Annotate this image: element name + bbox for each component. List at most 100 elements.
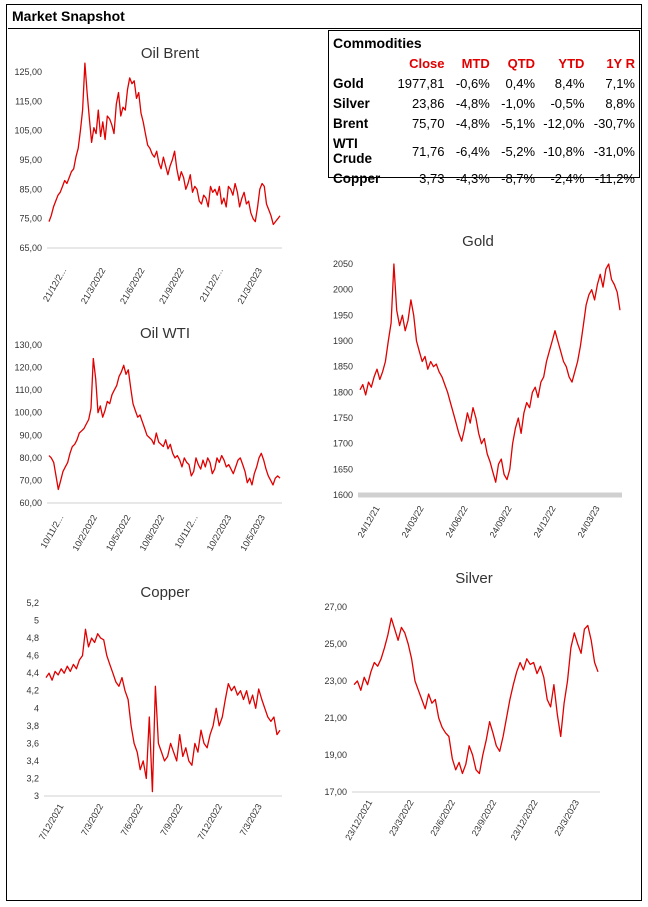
commodity-qtd: -5,2% <box>501 143 536 159</box>
gold-chart: Gold 1600 1650 1700 1750 1800 1850 1900 1950 2000… <box>333 233 622 539</box>
copper-y-tick-label: 3 <box>34 791 39 801</box>
brent-x-tick-label: 21/3/2023 <box>235 266 264 306</box>
wti-x-tick-label: 10/11/2... <box>173 513 200 550</box>
copper-chart: Copper 3 3,2 3,4 3,6 3,8 4 4,2 4,4 4,6 4,8 5 5,2 7/12… <box>26 584 282 842</box>
commodity-row-wti: WTI Crude 71,76 -6,4% -5,2% -10,8% -31,0… <box>331 134 639 169</box>
brent-y-tick-label: 105,00 <box>14 126 42 136</box>
commodity-qtd: -1,0% <box>501 96 536 111</box>
header-mtd: MTD <box>461 56 490 71</box>
silver-y-tick-label: 17,00 <box>324 787 347 797</box>
wti-x-tick-label: 10/2/2022 <box>70 513 99 553</box>
commodity-mtd: -4,8% <box>455 96 490 111</box>
copper-x-tick-label: 7/9/2022 <box>158 802 184 837</box>
silver-y-tick-label: 25,00 <box>324 639 347 649</box>
gold-x-tick-label: 24/12/21 <box>356 504 382 539</box>
commodity-name: WTI Crude <box>333 136 373 166</box>
commodity-close: 3,73 <box>419 171 445 186</box>
brent-chart: Oil Brent 65,00 75,00 85,00 95,00 105,00 115,0… <box>14 45 282 306</box>
gold-y-tick-label: 2050 <box>333 259 353 269</box>
brent-y-tick-label: 65,00 <box>19 243 42 253</box>
commodity-1y-r: 8,8% <box>605 96 635 111</box>
wti-y-tick-label: 110,00 <box>15 385 42 395</box>
brent-y-tick-label: 125,00 <box>14 67 42 77</box>
header-qtd: QTD <box>507 56 536 71</box>
gold-y-tick-label: 1650 <box>333 464 353 474</box>
silver-x-tick-label: 23/6/2022 <box>428 798 457 838</box>
commodity-name: Gold <box>333 76 364 91</box>
commodities-table: Close MTD QTD YTD 1Y R Gold 1977,81 -0,6… <box>331 55 639 189</box>
copper-x-tick-label: 7/12/2021 <box>37 802 66 842</box>
silver-y-tick-label: 19,00 <box>324 750 347 760</box>
wti-y-tick-label: 70,00 <box>19 475 42 485</box>
copper-y-tick-label: 3,8 <box>26 721 39 731</box>
page-title: Market Snapshot <box>12 8 125 24</box>
brent-x-tick-label: 21/9/2022 <box>157 266 186 306</box>
commodity-mtd: -4,3% <box>455 171 490 186</box>
gold-y-tick-label: 1850 <box>333 362 353 372</box>
silver-y-tick-label: 27,00 <box>324 602 347 612</box>
brent-series-line <box>48 62 281 226</box>
gold-x-tick-label: 24/12/22 <box>532 504 558 539</box>
gold-y-tick-label: 2000 <box>333 285 353 295</box>
silver-chart: Silver 17,00 19,00 21,00 23,00 25,00 27,00 23/1… <box>324 570 600 842</box>
commodity-row-gold: Gold 1977,81 -0,6% 0,4% 8,4% 7,1% <box>331 74 639 94</box>
commodity-close: 23,86 <box>411 96 445 111</box>
copper-x-tick-label: 7/6/2022 <box>119 802 145 837</box>
silver-x-tick-label: 23/9/2022 <box>470 798 499 838</box>
gold-y-tick-label: 1900 <box>333 336 353 346</box>
wti-x-tick-label: 10/5/2022 <box>104 513 133 553</box>
commodities-table-panel: Commodities Close MTD QTD YTD 1Y R Gold … <box>328 30 640 186</box>
wti-x-tick-label: 10/8/2022 <box>138 513 167 553</box>
silver-series-line <box>353 617 599 775</box>
commodity-row-copper: Copper 3,73 -4,3% -8,7% -2,4% -11,2% <box>331 169 639 189</box>
commodity-1y-r: 7,1% <box>605 76 635 91</box>
commodity-qtd: -5,1% <box>501 116 536 131</box>
commodity-ytd: -0,5% <box>550 96 585 111</box>
copper-x-tick-label: 7/3/2022 <box>79 802 105 837</box>
commodity-row-brent: Brent 75,70 -4,8% -5,1% -12,0% -30,7% <box>331 114 639 134</box>
wti-y-tick-label: 100,00 <box>14 408 42 418</box>
silver-x-tick-label: 23/3/2022 <box>387 798 416 838</box>
wti-y-tick-label: 60,00 <box>19 498 42 508</box>
title-divider <box>8 28 642 29</box>
copper-y-tick-label: 5 <box>34 616 39 626</box>
copper-y-tick-label: 5,2 <box>26 598 39 608</box>
gold-y-tick-label: 1750 <box>333 413 353 423</box>
commodity-1y-r: -30,7% <box>593 116 635 131</box>
brent-x-tick-label: 21/6/2022 <box>118 266 147 306</box>
wti-y-tick-label: 80,00 <box>19 453 42 463</box>
header-ytd: YTD <box>558 56 585 71</box>
copper-y-tick-label: 4,2 <box>26 686 39 696</box>
silver-y-tick-label: 21,00 <box>324 713 347 723</box>
copper-y-tick-label: 4,8 <box>26 633 39 643</box>
commodity-ytd: -10,8% <box>543 143 585 159</box>
commodity-qtd: -8,7% <box>501 171 536 186</box>
brent-y-tick-label: 115,00 <box>15 96 42 106</box>
wti-chart-title: Oil WTI <box>140 325 190 342</box>
commodity-mtd: -6,4% <box>455 143 490 159</box>
header-close: Close <box>409 56 445 71</box>
commodity-mtd: -0,6% <box>455 76 490 91</box>
silver-x-tick-label: 23/12/2021 <box>343 798 374 842</box>
gold-y-tick-label: 1800 <box>333 387 353 397</box>
copper-y-tick-label: 3,6 <box>26 738 39 748</box>
silver-x-tick-label: 23/12/2022 <box>509 798 540 842</box>
wti-chart: Oil WTI 60,00 70,00 80,00 90,00 100,00 110,00 1… <box>14 325 282 553</box>
brent-x-tick-label: 21/3/2022 <box>79 266 108 306</box>
commodity-name: Brent <box>333 116 369 131</box>
copper-chart-title: Copper <box>140 584 189 601</box>
silver-y-tick-label: 23,00 <box>324 676 347 686</box>
wti-x-tick-label: 10/5/2023 <box>238 513 267 553</box>
commodity-close: 75,70 <box>411 116 445 131</box>
commodities-title: Commodities <box>333 35 422 51</box>
commodity-qtd: 0,4% <box>505 76 536 91</box>
wti-x-tick-label: 10/2/2023 <box>205 513 234 553</box>
wti-y-tick-label: 90,00 <box>19 430 42 440</box>
gold-y-tick-label: 1600 <box>333 490 353 500</box>
commodity-name: Copper <box>333 171 381 186</box>
commodity-ytd: -2,4% <box>550 171 585 186</box>
copper-y-tick-label: 3,2 <box>26 773 39 783</box>
commodity-mtd: -4,8% <box>455 116 490 131</box>
gold-chart-title: Gold <box>462 233 494 250</box>
brent-y-tick-label: 95,00 <box>19 155 42 165</box>
